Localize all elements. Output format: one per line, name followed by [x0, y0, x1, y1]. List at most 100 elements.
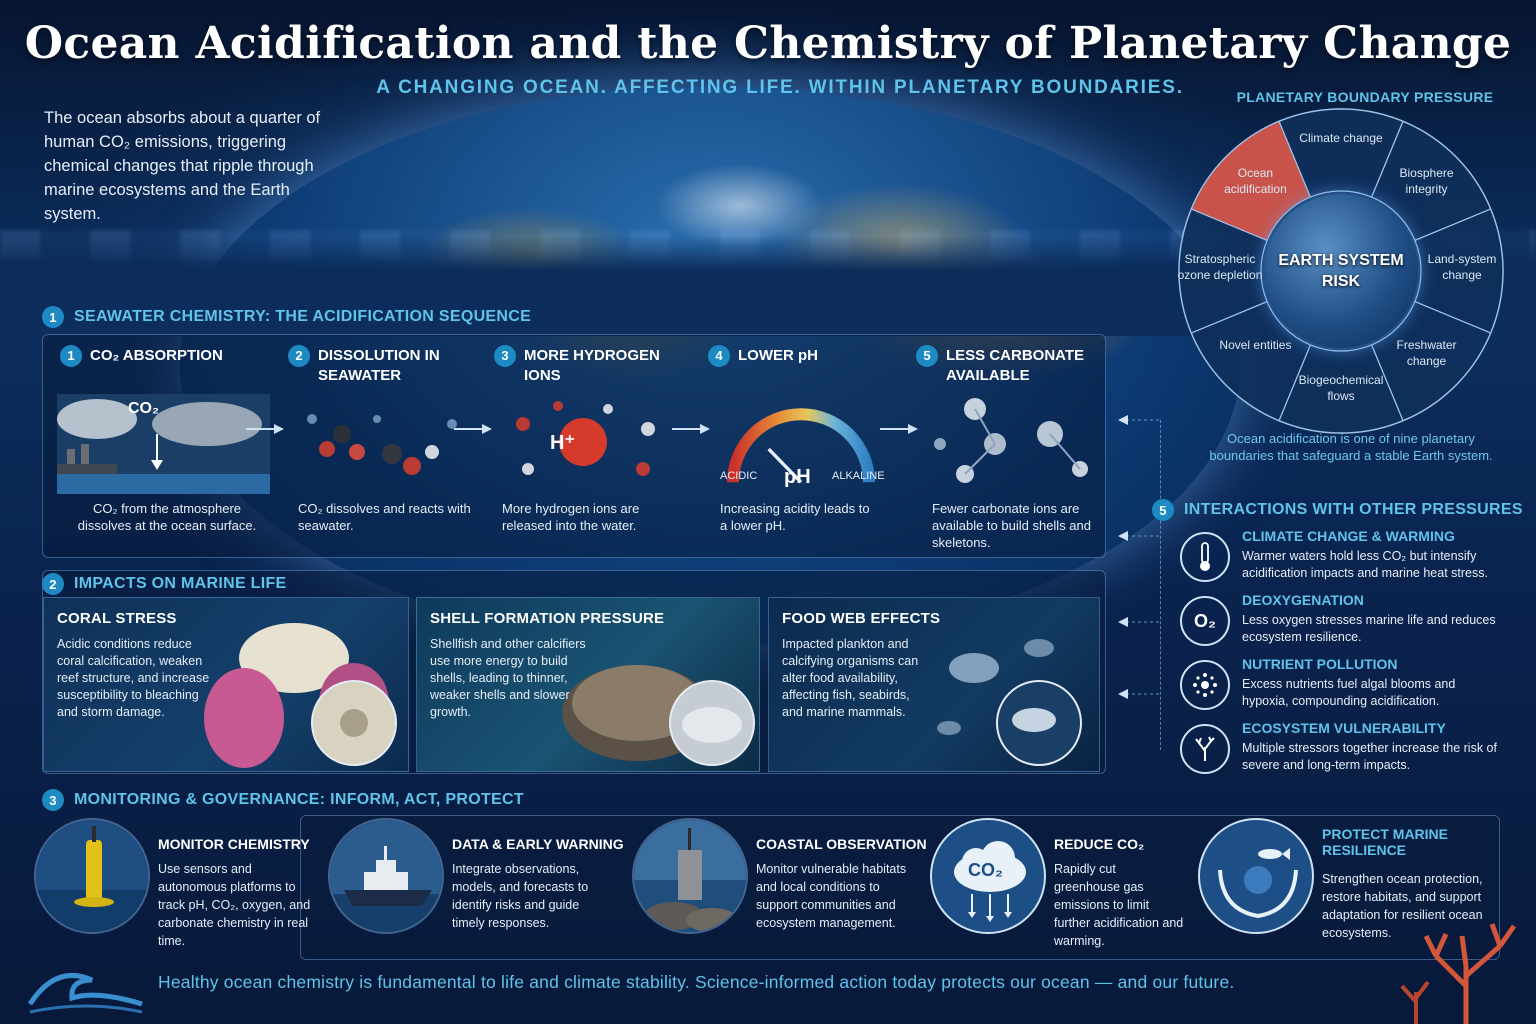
boundary-label: Freshwater change [1396, 337, 1457, 368]
buoy-icon [34, 818, 150, 934]
boundary-label: Stratospheric ozone depletion [1177, 252, 1263, 282]
impact-card-coral: CORAL STRESS Acidic conditions reduce co… [43, 597, 409, 772]
intro-text: The ocean absorbs about a quarter of hum… [44, 109, 321, 223]
monitor-title: DATA & EARLY WARNING [452, 836, 624, 852]
step-co2-absorption: 1 CO₂ ABSORPTION CO₂ CO₂ from the atmosph… [44, 334, 270, 556]
step-number-badge: 5 [916, 345, 938, 367]
earth-system-risk-label: EARTH SYSTEM RISK [1278, 252, 1404, 290]
station-icon [632, 818, 748, 934]
boundary-label: Biogeochemical flows [1298, 373, 1384, 403]
gauge-alkaline-label: ALKALINE [832, 470, 885, 482]
plankton-illustration [937, 639, 1082, 766]
interaction-vulnerability: ECOSYSTEM VULNERABILITY Multiple stresso… [1180, 720, 1500, 784]
interaction-title: ECOSYSTEM VULNERABILITY [1242, 720, 1446, 736]
interaction-deoxygenation: O₂ DEOXYGENATION Less oxygen stresses ma… [1180, 592, 1500, 656]
section-1-header: 1 SEAWATER CHEMISTRY: THE ACIDIFICATION … [42, 306, 531, 328]
boundary-label: Land-system change [1427, 252, 1497, 282]
interaction-title: NUTRIENT POLLUTION [1242, 656, 1398, 672]
monitor-title: PROTECT MARINE RESILIENCE [1322, 826, 1448, 858]
step-number-badge: 4 [708, 345, 730, 367]
planetary-boundary-note: Ocean acidification is one of nine plane… [1209, 431, 1493, 463]
step-title: DISSOLUTION IN SEAWATER [318, 347, 440, 384]
step-hydrogen-ions: 3 MORE HYDROGEN IONS H⁺ More hydrogen ion… [478, 334, 690, 556]
carbonate-molecules-illustration [934, 398, 1088, 483]
cloud-co2-icon: CO₂ [930, 818, 1046, 934]
interaction-description: Multiple stressors together increase the… [1242, 741, 1497, 772]
monitor-description: Strengthen ocean protection, restore hab… [1322, 872, 1483, 940]
step-lower-ph: 4 LOWER pH ACIDIC pH ALKALINE Increasing … [692, 334, 898, 556]
section-number-badge: 1 [42, 306, 64, 328]
hydrogen-ion-illustration [516, 401, 655, 476]
step-number-badge: 3 [494, 345, 516, 367]
impact-description: Impacted plankton and calcifying organis… [782, 637, 919, 719]
impact-card-shell: SHELL FORMATION PRESSURE Shellfish and o… [416, 597, 760, 772]
interaction-title: DEOXYGENATION [1242, 592, 1364, 608]
monitor-description: Rapidly cut greenhouse gas emissions to … [1054, 862, 1184, 948]
ship-icon [328, 818, 444, 934]
step-title: MORE HYDROGEN IONS [524, 347, 660, 384]
section-5-title: INTERACTIONS WITH OTHER PRESSURES [1184, 501, 1523, 518]
earth-system-risk-center: EARTH SYSTEM RISK [1264, 194, 1418, 348]
boundary-label: Novel entities [1219, 337, 1292, 352]
sequence-arrow [454, 424, 492, 434]
impact-card-food-web: FOOD WEB EFFECTS Impacted plankton and c… [768, 597, 1100, 772]
interaction-title: CLIMATE CHANGE & WARMING [1242, 528, 1455, 544]
coral-illustration [204, 623, 397, 768]
connector-arrow [1118, 415, 1162, 425]
molecules-illustration [307, 414, 457, 475]
step-description: CO₂ from the atmosphere dissolves at the… [77, 501, 257, 533]
step-title: LOWER pH [738, 347, 818, 364]
impact-description: Acidic conditions reduce coral calcifica… [57, 637, 210, 719]
step-title: CO₂ ABSORPTION [90, 347, 223, 364]
page-title: Ocean Acidification and the Chemistry of… [24, 18, 1512, 69]
coral-icon [1180, 724, 1230, 774]
coral-decoration-icon [1400, 923, 1517, 1024]
section-3-header: 3 MONITORING & GOVERNANCE: INFORM, ACT, … [42, 789, 524, 811]
gauge-acidic-label: ACIDIC [720, 470, 758, 482]
step-description: CO₂ dissolves and reacts with seawater. [298, 501, 471, 533]
page-subtitle: A CHANGING OCEAN. AFFECTING LIFE. WITHIN… [376, 77, 1184, 98]
interaction-description: Excess nutrients fuel algal blooms and h… [1242, 677, 1456, 708]
interaction-description: Less oxygen stresses marine life and red… [1242, 613, 1496, 644]
boundary-segment-ocean-acidification [1190, 120, 1312, 242]
monitor-title: COASTAL OBSERVATION [756, 836, 927, 852]
boundary-label: Biosphere integrity [1399, 166, 1454, 197]
algae-icon [1180, 660, 1230, 710]
ph-gauge-illustration [727, 408, 875, 484]
step-number-badge: 2 [288, 345, 310, 367]
hands-fish-icon [1198, 818, 1314, 934]
section-5-header: 5 INTERACTIONS WITH OTHER PRESSURES [1152, 499, 1523, 521]
step-number-badge: 1 [60, 345, 82, 367]
interaction-description: Warmer waters hold less CO₂ but intensif… [1242, 549, 1488, 580]
connector-line [1160, 420, 1161, 750]
connector-arrow [1118, 531, 1162, 541]
section-1-title: SEAWATER CHEMISTRY: THE ACIDIFICATION SE… [74, 308, 532, 325]
interaction-climate: CLIMATE CHANGE & WARMING Warmer waters h… [1180, 528, 1500, 592]
step-description: Fewer carbonate ions are available to bu… [932, 501, 1091, 550]
section-number-badge: 2 [42, 573, 64, 595]
monitor-title: REDUCE CO₂ [1054, 836, 1145, 852]
monitor-description: Use sensors and autonomous platforms to … [158, 862, 311, 948]
connector-arrow [1118, 689, 1162, 699]
section-number-badge: 5 [1152, 499, 1174, 521]
footer-message: Healthy ocean chemistry is fundamental t… [158, 972, 1235, 992]
section-3-title: MONITORING & GOVERNANCE: INFORM, ACT, PR… [74, 791, 524, 808]
co2-art-label: CO₂ [128, 400, 160, 417]
boundary-label: Ocean acidification [1224, 166, 1287, 197]
sequence-arrow [246, 424, 284, 434]
sequence-arrow [672, 424, 710, 434]
connector-arrow [1118, 617, 1162, 627]
section-number-badge: 3 [42, 789, 64, 811]
impact-title: SHELL FORMATION PRESSURE [430, 610, 665, 627]
reduce-co2-item: CO₂ REDUCE CO₂ Rapidly cut greenhouse ga… [930, 818, 1190, 948]
impact-description: Shellfish and other calcifiers use more … [430, 637, 586, 719]
data-early-warning-item: DATA & EARLY WARNING Integrate observati… [328, 818, 624, 948]
shell-illustration [562, 665, 755, 766]
monitor-chemistry-item: MONITOR CHEMISTRY Use sensors and autono… [34, 818, 324, 948]
impact-title: FOOD WEB EFFECTS [782, 610, 941, 627]
step-description: Increasing acidity leads to a lower pH. [720, 501, 870, 533]
section-2-header: 2 IMPACTS ON MARINE LIFE [42, 573, 287, 595]
section-2-title: IMPACTS ON MARINE LIFE [74, 575, 287, 592]
protect-resilience-item: PROTECT MARINE RESILIENCE Strengthen oce… [1198, 818, 1518, 948]
